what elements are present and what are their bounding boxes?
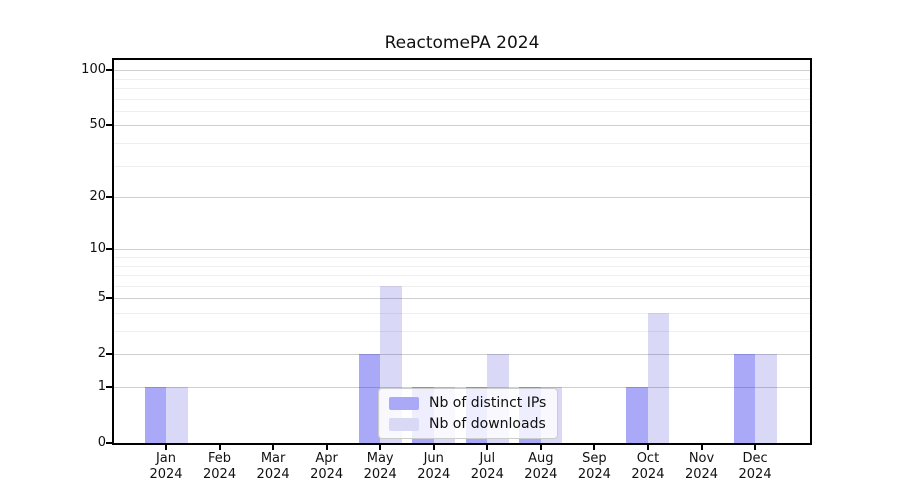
major-gridline bbox=[114, 125, 810, 126]
bar-distinct-ips-may bbox=[359, 354, 381, 443]
legend-label-downloads: Nb of downloads bbox=[429, 416, 546, 432]
y-tick-label: 1 bbox=[58, 378, 106, 396]
x-tick-mark bbox=[272, 445, 274, 450]
y-tick-label: 5 bbox=[58, 289, 106, 307]
minor-gridline bbox=[114, 331, 810, 332]
bar-downloads-jan bbox=[166, 387, 188, 443]
chart-title: ReactomePA 2024 bbox=[114, 33, 810, 53]
y-tick-label: 10 bbox=[58, 240, 106, 258]
y-tick-mark bbox=[106, 248, 112, 250]
y-tick-label: 0 bbox=[58, 434, 106, 452]
y-tick-label: 2 bbox=[58, 345, 106, 363]
y-tick-mark bbox=[106, 196, 112, 198]
minor-gridline bbox=[114, 313, 810, 314]
minor-gridline bbox=[114, 111, 810, 112]
major-gridline bbox=[114, 197, 810, 198]
x-tick-label: Apr2024 bbox=[297, 451, 357, 483]
y-tick-label: 20 bbox=[58, 188, 106, 206]
legend: Nb of distinct IPs Nb of downloads bbox=[378, 388, 558, 439]
x-tick-mark bbox=[219, 445, 221, 450]
y-tick-mark bbox=[106, 297, 112, 299]
minor-gridline bbox=[114, 143, 810, 144]
bar-distinct-ips-oct bbox=[626, 387, 648, 443]
major-gridline bbox=[114, 354, 810, 355]
legend-swatch-downloads bbox=[389, 418, 419, 431]
legend-item-downloads: Nb of downloads bbox=[389, 416, 546, 432]
bar-distinct-ips-jan bbox=[145, 387, 167, 443]
major-gridline bbox=[114, 298, 810, 299]
minor-gridline bbox=[114, 286, 810, 287]
x-tick-mark bbox=[165, 445, 167, 450]
y-tick-mark bbox=[106, 442, 112, 444]
x-tick-label: Jul2024 bbox=[457, 451, 517, 483]
x-tick-label: Oct2024 bbox=[618, 451, 678, 483]
y-tick-mark bbox=[106, 386, 112, 388]
major-gridline bbox=[114, 70, 810, 71]
bar-downloads-oct bbox=[648, 313, 670, 443]
x-tick-mark bbox=[326, 445, 328, 450]
x-tick-mark bbox=[540, 445, 542, 450]
y-tick-label: 50 bbox=[58, 116, 106, 134]
x-tick-mark bbox=[379, 445, 381, 450]
x-tick-label: Sep2024 bbox=[564, 451, 624, 483]
minor-gridline bbox=[114, 166, 810, 167]
x-tick-mark bbox=[754, 445, 756, 450]
x-tick-mark bbox=[486, 445, 488, 450]
minor-gridline bbox=[114, 79, 810, 80]
x-tick-label: Mar2024 bbox=[243, 451, 303, 483]
minor-gridline bbox=[114, 275, 810, 276]
chart-figure: ReactomePA 2024 Nb of distinct IPs Nb of… bbox=[0, 0, 900, 500]
x-tick-label: Aug2024 bbox=[511, 451, 571, 483]
x-tick-mark bbox=[593, 445, 595, 450]
x-tick-mark bbox=[647, 445, 649, 450]
y-tick-mark bbox=[106, 353, 112, 355]
major-gridline bbox=[114, 249, 810, 250]
x-tick-label: May2024 bbox=[350, 451, 410, 483]
minor-gridline bbox=[114, 257, 810, 258]
bar-downloads-dec bbox=[755, 354, 777, 443]
x-tick-mark bbox=[701, 445, 703, 450]
legend-swatch-distinct-ips bbox=[389, 397, 419, 410]
x-tick-label: Nov2024 bbox=[672, 451, 732, 483]
y-tick-mark bbox=[106, 124, 112, 126]
x-tick-label: Jan2024 bbox=[136, 451, 196, 483]
minor-gridline bbox=[114, 266, 810, 267]
x-tick-mark bbox=[433, 445, 435, 450]
y-tick-label: 100 bbox=[58, 61, 106, 79]
legend-item-distinct-ips: Nb of distinct IPs bbox=[389, 395, 546, 411]
x-tick-label: Dec2024 bbox=[725, 451, 785, 483]
minor-gridline bbox=[114, 99, 810, 100]
bar-distinct-ips-dec bbox=[734, 354, 756, 443]
minor-gridline bbox=[114, 88, 810, 89]
x-tick-label: Jun2024 bbox=[404, 451, 464, 483]
x-tick-label: Feb2024 bbox=[190, 451, 250, 483]
legend-label-distinct-ips: Nb of distinct IPs bbox=[429, 395, 546, 411]
plot-area: Nb of distinct IPs Nb of downloads bbox=[112, 58, 812, 445]
y-tick-mark bbox=[106, 69, 112, 71]
